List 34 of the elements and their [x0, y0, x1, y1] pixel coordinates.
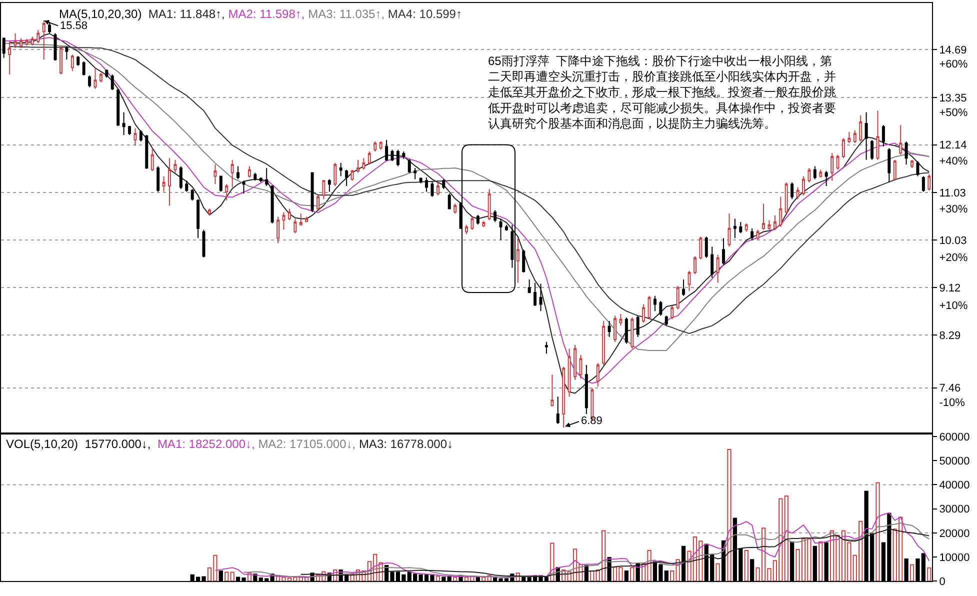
text: MA4: 10.599↑ [388, 7, 462, 21]
y-tick-label: 60000 [939, 431, 970, 444]
y2-tick-label: +10% [939, 300, 968, 312]
text: MA1: 11.848↑, [148, 7, 225, 21]
legend-title: VOL(5,10,20) 15770.000↓, [6, 437, 151, 451]
text: MA3: 11.035↑, [308, 7, 385, 21]
annotation: 6.89 [581, 415, 602, 427]
y-tick-label: 8.29 [939, 330, 961, 342]
y-tick-label: 10.03 [939, 234, 967, 247]
y-tick-label: 10000 [939, 552, 970, 564]
y2-tick-label: +20% [939, 252, 968, 264]
y2-tick-label: +30% [939, 204, 968, 216]
text: MA2: 17105.000↓, [258, 437, 356, 451]
y-tick-label: 14.69 [939, 44, 967, 57]
y-tick-label: 40000 [939, 480, 970, 492]
annotation: 65雨打浮萍 下降中途下拖线：股价下行途中收出一根小阳线，第二天即再遭空头沉重打击，股价直接跳低至小阳线实体内开盘，并走低至其开盘价之下收市，形成一根下拖线。投资者一般在股价跳低开盘时可以考虑追卖，尽可能减少损失。具体操作中，投资者要认真研究个股基本面和消息面，以提防主力骗线洗筹。 [488, 54, 836, 130]
y-tick-label: 11.03 [939, 188, 966, 200]
annotation: 15.58 [60, 20, 88, 32]
y-tick-label: 13.35 [939, 92, 967, 104]
text: MA3: 16778.000↓ [358, 437, 454, 451]
y-tick-label: 50000 [939, 455, 970, 468]
legend-title: MA(5,10,20,30) [59, 7, 142, 21]
y2-tick-label: -10% [939, 396, 966, 409]
y-tick-label: 30000 [939, 504, 970, 516]
y2-tick-label: +40% [939, 155, 968, 168]
y2-tick-label: +50% [939, 107, 968, 120]
text: MA1: 18252.000↓, [157, 437, 255, 451]
y-tick-label: 20000 [939, 528, 970, 540]
y2-tick-label: +60% [939, 58, 968, 71]
y-tick-label: 7.46 [939, 382, 961, 395]
text: MA2: 11.598↑, [228, 7, 305, 21]
y-tick-label: 12.14 [939, 140, 967, 152]
y-tick-label: 0 [939, 576, 946, 588]
y-tick-label: 9.12 [939, 282, 961, 294]
